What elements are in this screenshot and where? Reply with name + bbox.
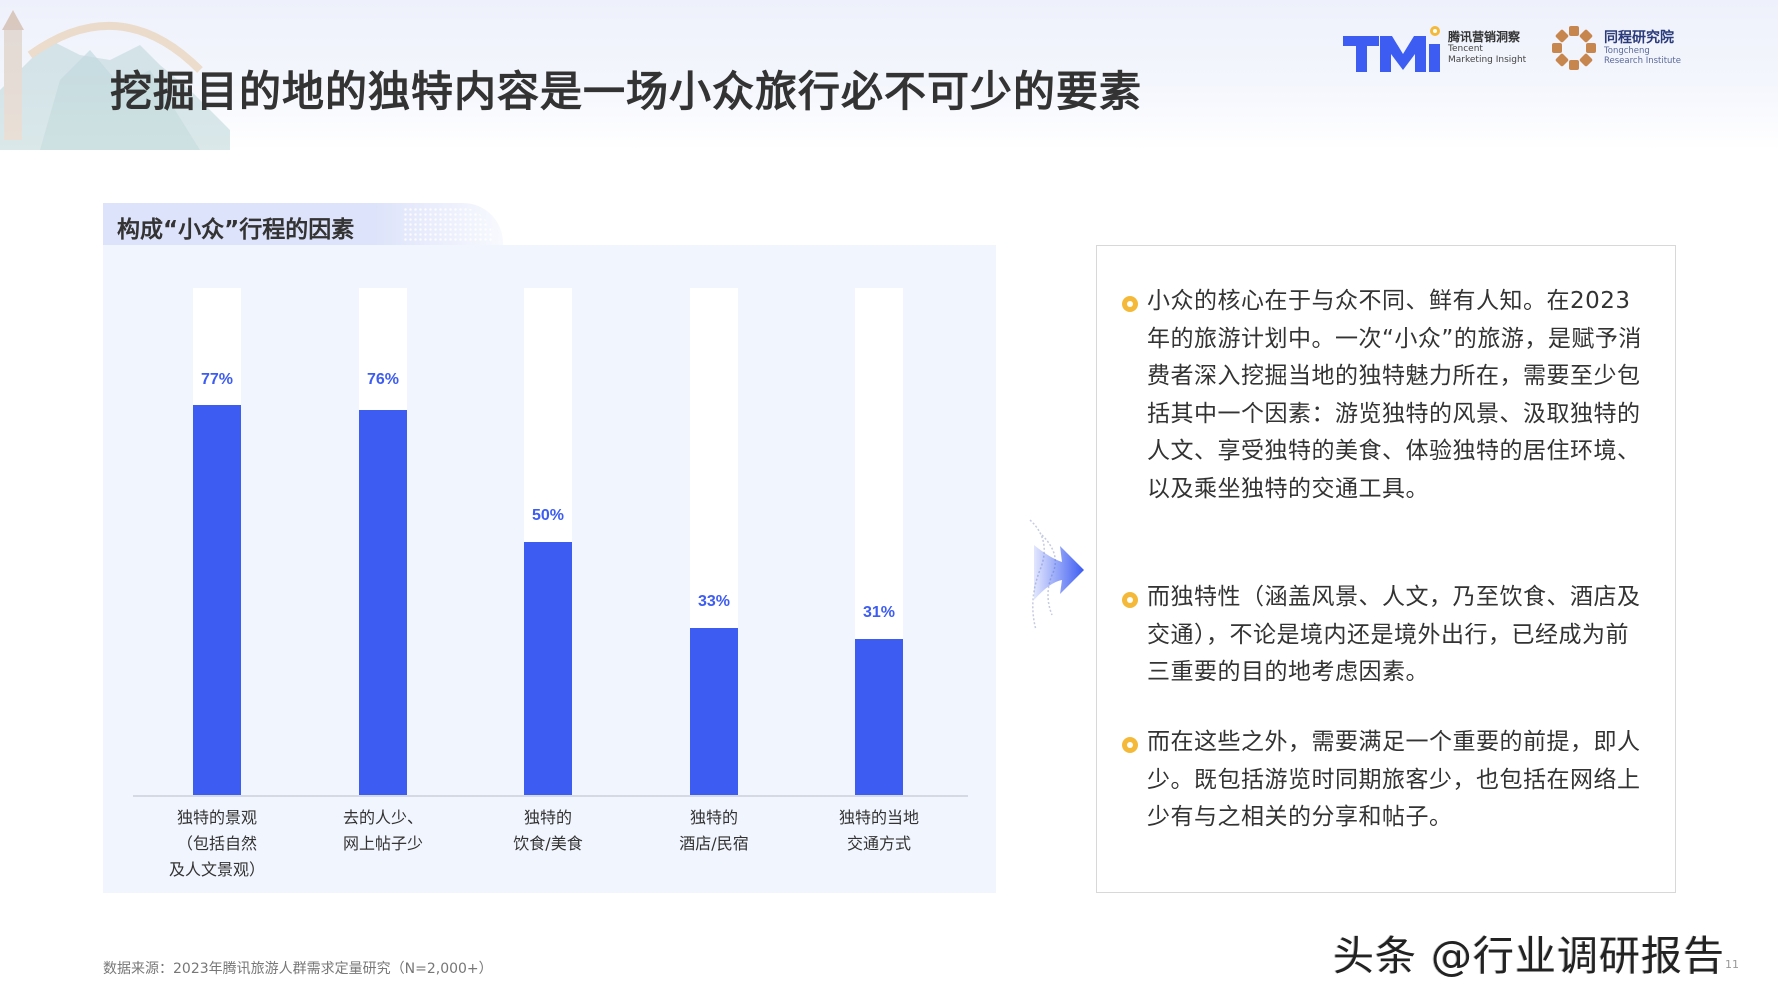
- header-band: [0, 0, 1778, 150]
- bar-value-label: 76%: [366, 371, 400, 388]
- page-title: 挖掘目的地的独特内容是一场小众旅行必不可少的要素: [110, 67, 1143, 116]
- bar-fill: [193, 405, 241, 795]
- insight-text-panel: 小众的核心在于与众不同、鲜有人知。在2023年的旅游计划中。一次“小众”的旅游，…: [1096, 245, 1676, 893]
- tmi-en-line2: Marketing Insight: [1448, 55, 1527, 65]
- insight-paragraph: 而在这些之外，需要满足一个重要的前提，即人少。既包括游览时同期旅客少，也包括在网…: [1122, 724, 1647, 837]
- bar-column: 50%: [524, 288, 572, 795]
- tongcheng-en-line1: Tongcheng: [1604, 46, 1650, 56]
- bar-fill: [524, 542, 572, 795]
- bar-column: 76%: [359, 288, 407, 795]
- partner-logos: 腾讯营销洞察 Tencent Marketing Insight 同程研究院 T…: [1340, 20, 1760, 76]
- category-label: 独特的景观 （包括自然 及人文景观）: [168, 808, 265, 879]
- tongcheng-logo-icon: [1552, 26, 1596, 70]
- category-label: 去的人少、 网上帖子少: [342, 808, 423, 853]
- tmi-logo-icon: [1343, 26, 1440, 72]
- data-source-note: 数据来源：2023年腾讯旅游人群需求定量研究（N=2,000+）: [103, 961, 493, 977]
- tongcheng-en-line2: Research Institute: [1604, 56, 1681, 66]
- chart-section-title: 构成“小众”行程的因素: [117, 217, 355, 243]
- watermark: 头条 @行业调研报告: [1333, 932, 1726, 980]
- tmi-cn-name: 腾讯营销洞察: [1448, 30, 1521, 44]
- chart-section-header: 构成“小众”行程的因素: [103, 203, 503, 245]
- insight-paragraph: 而独特性（涵盖风景、人文，乃至饮食、酒店及交通），不论是境内还是境外出行，已经成…: [1122, 579, 1647, 692]
- bullet-dot-icon: [1122, 737, 1138, 753]
- category-label: 独特的 酒店/民宿: [679, 808, 749, 853]
- bar-value-label: 31%: [862, 604, 896, 621]
- tmi-logo-text: 腾讯营销洞察 Tencent Marketing Insight: [1448, 30, 1548, 66]
- tongcheng-cn-name: 同程研究院: [1604, 30, 1674, 46]
- tmi-en-line1: Tencent: [1448, 44, 1483, 54]
- landmark-scenery-decoration: [0, 10, 230, 150]
- insight-paragraph-text: 而独特性（涵盖风景、人文，乃至饮食、酒店及交通），不论是境内还是境外出行，已经成…: [1147, 584, 1641, 685]
- bar-column: 33%: [690, 288, 738, 795]
- bar-value-label: 33%: [697, 593, 731, 610]
- bar-value-label: 77%: [200, 371, 234, 388]
- category-label: 独特的当地 交通方式: [838, 808, 919, 853]
- bar-chart: 77% 76% 50% 33% 31% 独特的景观 （包括自然 及人文景观） 去…: [103, 245, 996, 893]
- x-axis-line: [133, 795, 968, 797]
- bullet-dot-icon: [1122, 296, 1138, 312]
- insight-paragraph-text: 小众的核心在于与众不同、鲜有人知。在2023年的旅游计划中。一次“小众”的旅游，…: [1147, 288, 1642, 502]
- bar-column: 77%: [193, 288, 241, 795]
- bar-value-label: 50%: [531, 507, 565, 524]
- bullet-dot-icon: [1122, 592, 1138, 608]
- arrow-right-icon: [1029, 519, 1084, 631]
- bar-column: 31%: [855, 288, 903, 795]
- dot-pattern-decoration: [403, 207, 493, 243]
- tongcheng-logo-text: 同程研究院 Tongcheng Research Institute: [1604, 30, 1724, 66]
- insight-paragraph-text: 而在这些之外，需要满足一个重要的前提，即人少。既包括游览时同期旅客少，也包括在网…: [1147, 729, 1641, 830]
- bar-fill: [855, 639, 903, 795]
- bar-fill: [690, 628, 738, 795]
- category-label: 独特的 饮食/美食: [513, 808, 583, 853]
- bar-fill: [359, 410, 407, 795]
- insight-paragraph: 小众的核心在于与众不同、鲜有人知。在2023年的旅游计划中。一次“小众”的旅游，…: [1122, 283, 1647, 508]
- page-number: 11: [1725, 958, 1739, 971]
